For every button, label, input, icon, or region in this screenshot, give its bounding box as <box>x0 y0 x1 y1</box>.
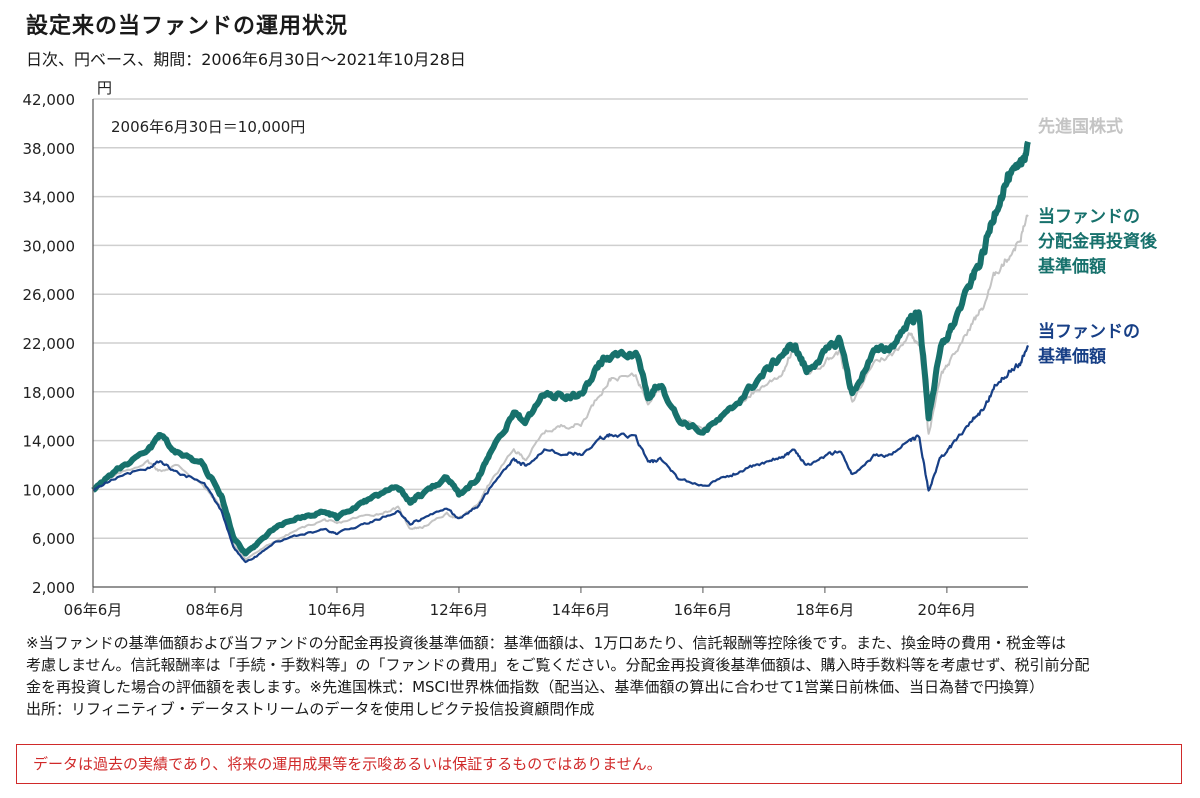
series-label: 基準価額 <box>1037 256 1106 277</box>
footnote-line: ※当ファンドの基準価額および当ファンドの分配金再投資後基準価額：基準価額は、1万… <box>26 634 1067 652</box>
x-tick-label: 14年6月 <box>552 601 611 619</box>
x-tick-label: 16年6月 <box>674 601 733 619</box>
series-lines <box>91 140 1031 564</box>
series-label: 当ファンドの <box>1038 206 1140 227</box>
series-label: 分配金再投資後 <box>1038 231 1158 252</box>
x-tick-label: 10年6月 <box>308 601 367 619</box>
footnote-line: 金を再投資した場合の評価額を表します。※先進国株式：MSCI世界株価指数（配当込… <box>26 678 1044 696</box>
x-tick-label: 08年6月 <box>186 601 245 619</box>
series-label: 先進国株式 <box>1038 116 1123 137</box>
series-label: 基準価額 <box>1037 346 1106 367</box>
x-tick-label: 12年6月 <box>430 601 489 619</box>
chart-title: 設定来の当ファンドの運用状況 <box>26 14 349 39</box>
axes: 2,000 6,000 10,000 14,000 18,000 22,000 26,000… <box>23 79 1028 619</box>
y-tick-label: 6,000 <box>32 530 75 548</box>
x-tick-label: 20年6月 <box>918 601 977 619</box>
grid-lines <box>93 98 1028 539</box>
footnote-source: 出所：リフィニティブ・データストリームのデータを使用しピクテ投信投資顧問作成 <box>26 700 595 718</box>
series-line <box>91 140 1031 557</box>
y-tick-label: 26,000 <box>23 286 76 304</box>
footnote-line: 考慮しません。信託報酬率は「手続・手数料等」の「ファンドの費用」をご覧ください。… <box>26 656 1090 674</box>
y-unit-label: 円 <box>97 79 112 97</box>
y-tick-label: 34,000 <box>23 189 76 207</box>
x-tick-label: 18年6月 <box>796 601 855 619</box>
series-label: 当ファンドの <box>1038 321 1140 342</box>
y-tick-label: 10,000 <box>23 481 76 499</box>
chart-subtitle: 日次、円ベース、期間：2006年6月30日～2021年10月28日 <box>26 50 466 69</box>
footnotes: ※当ファンドの基準価額および当ファンドの分配金再投資後基準価額：基準価額は、1万… <box>26 632 1186 720</box>
y-tick-label: 22,000 <box>23 335 76 353</box>
y-tick-label: 42,000 <box>23 91 76 109</box>
disclaimer-box: データは過去の実績であり、将来の運用成果等を示唆あるいは保証するものではありませ… <box>16 744 1182 784</box>
base-value-annotation: 2006年6月30日＝10,000円 <box>111 118 305 136</box>
series-line <box>92 344 1030 564</box>
series-line <box>92 214 1029 561</box>
y-tick-label: 38,000 <box>23 140 76 158</box>
x-tick-label: 06年6月 <box>64 601 123 619</box>
y-tick-label: 2,000 <box>32 579 75 597</box>
line-chart: 2,000 6,000 10,000 14,000 18,000 22,000 26,000… <box>23 79 1158 619</box>
y-tick-label: 14,000 <box>23 433 76 451</box>
y-tick-label: 18,000 <box>23 384 76 402</box>
y-tick-label: 30,000 <box>23 237 76 255</box>
